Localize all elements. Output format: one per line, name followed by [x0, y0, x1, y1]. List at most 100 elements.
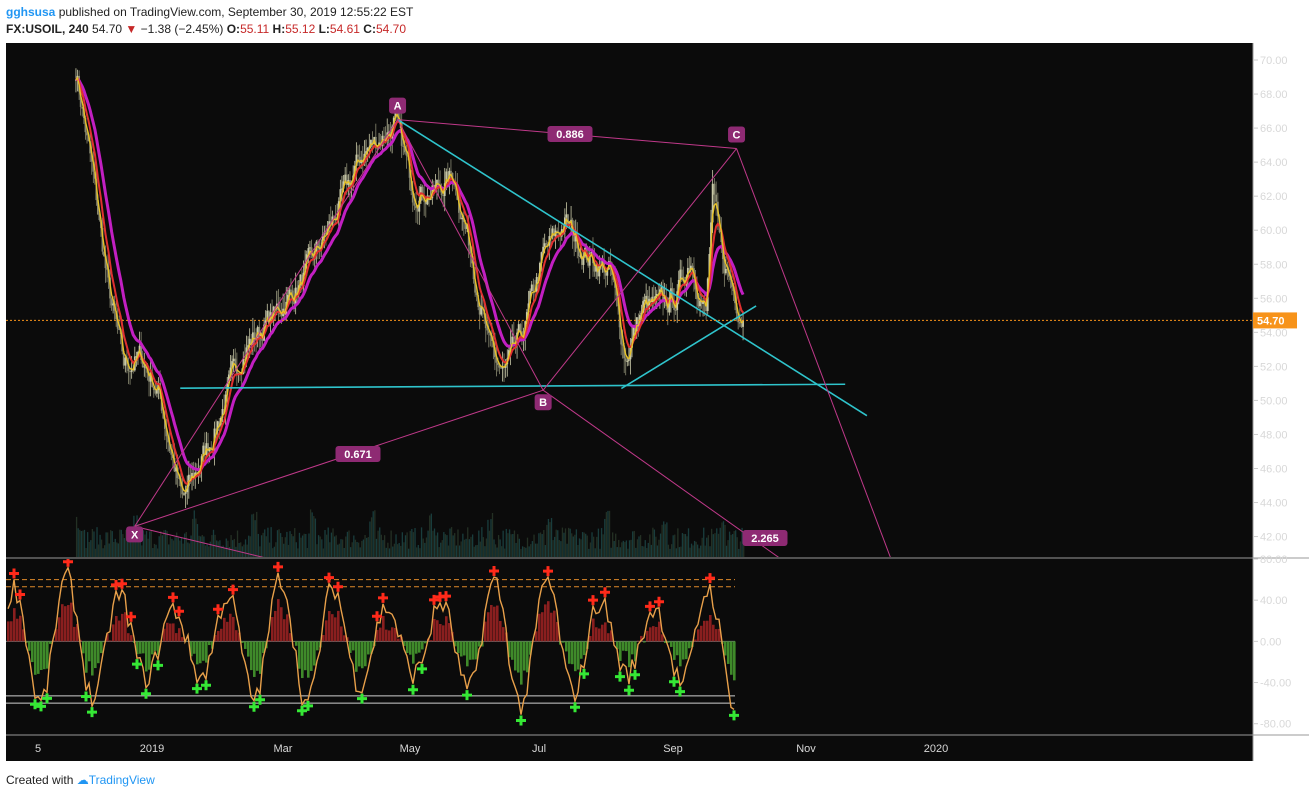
candle-body — [84, 118, 87, 133]
volume-bar — [497, 535, 500, 557]
volume-bar — [406, 532, 408, 557]
volume-bar — [374, 510, 376, 557]
volume-bar — [75, 516, 78, 557]
volume-bar — [518, 538, 520, 557]
low-value: 54.61 — [329, 22, 360, 36]
price-tick-label: 54.00 — [1260, 327, 1288, 339]
osc-histogram-bar — [679, 641, 682, 667]
volume-bar — [294, 528, 296, 557]
candle-body — [519, 324, 522, 332]
osc-histogram-bar — [295, 641, 298, 646]
volume-bar — [664, 524, 666, 557]
candle-body — [475, 292, 478, 296]
candle-body — [637, 317, 640, 326]
volume-bar — [735, 530, 737, 557]
volume-bar — [452, 535, 454, 557]
volume-bar — [107, 532, 109, 557]
fib-ratio-label-bg — [335, 446, 381, 462]
candle-body — [229, 367, 232, 375]
volume-bar — [388, 548, 391, 557]
time-tick-label: 2019 — [140, 743, 164, 755]
volume-bar — [79, 529, 81, 557]
volume-bar — [158, 536, 160, 557]
candle-body — [458, 199, 460, 213]
osc-histogram-bar — [67, 605, 70, 642]
candle-body — [234, 358, 237, 367]
volume-bar — [166, 531, 168, 557]
volume-bar — [224, 547, 226, 557]
volume-bar — [206, 544, 208, 557]
volume-bar — [502, 530, 504, 557]
candle-body — [183, 493, 185, 495]
volume-bar — [454, 533, 456, 557]
volume-bar — [422, 538, 424, 557]
volume-bar — [335, 535, 337, 557]
ohlc-legend: FX:USOIL, 240 54.70 ▼ −1.38 (−2.45%) O:5… — [6, 22, 406, 36]
volume-bar — [319, 536, 321, 557]
volume-bar — [741, 527, 743, 557]
volume-bar — [539, 532, 542, 557]
volume-bar — [366, 537, 368, 557]
sell-signal-marker — [168, 592, 178, 603]
volume-bar — [630, 539, 632, 557]
candle-body — [649, 298, 652, 303]
sell-signal-marker — [273, 561, 283, 572]
candle-body — [394, 109, 397, 118]
osc-histogram-bar — [676, 641, 679, 656]
volume-bar — [193, 510, 195, 557]
candle-body — [671, 288, 674, 303]
candle-body — [207, 443, 209, 452]
candle-body — [573, 235, 576, 242]
osc-tick-label: -80.00 — [1260, 719, 1291, 731]
candle-body — [620, 327, 623, 345]
osc-histogram-bar — [397, 638, 400, 642]
tradingview-link[interactable]: TradingView — [88, 773, 155, 787]
harmonic-point-a: A — [394, 101, 402, 113]
volume-bar — [252, 513, 255, 557]
candle-body — [480, 307, 483, 315]
volume-bar — [547, 518, 550, 557]
volume-bar — [361, 540, 363, 557]
osc-histogram-bar — [82, 641, 85, 654]
osc-histogram-bar — [145, 641, 148, 672]
osc-histogram-bar — [607, 633, 610, 642]
volume-bar — [182, 543, 184, 557]
candle-body — [595, 265, 598, 272]
volume-bar — [425, 537, 428, 557]
harmonic-point-x: X — [131, 529, 139, 541]
volume-bar — [300, 537, 302, 557]
volume-bar — [248, 535, 250, 557]
volume-bar — [212, 529, 215, 557]
author-link[interactable]: gghsusa — [6, 5, 56, 19]
candle-body — [623, 345, 626, 359]
open-value: 55.11 — [240, 22, 270, 36]
volume-bar — [624, 542, 626, 557]
osc-histogram-bar — [85, 641, 88, 673]
volume-bar — [455, 545, 457, 557]
candle-body — [366, 148, 369, 152]
osc-histogram-bar — [241, 641, 244, 643]
volume-bar — [411, 528, 413, 557]
harmonic-point-x-bg — [126, 526, 144, 543]
osc-histogram-bar — [388, 630, 391, 642]
osc-histogram-bar — [34, 641, 37, 675]
volume-bar — [99, 534, 101, 557]
osc-histogram-bar — [571, 641, 574, 665]
candle-body — [141, 359, 144, 368]
volume-bar — [270, 527, 272, 557]
volume-bar — [628, 540, 631, 557]
volume-bar — [505, 528, 507, 557]
volume-bar — [284, 537, 286, 557]
volume-bar — [392, 546, 394, 557]
volume-bar — [272, 548, 274, 557]
candle-body — [90, 153, 93, 162]
volume-bar — [390, 530, 392, 557]
osc-histogram-bar — [280, 607, 283, 642]
volume-bar — [155, 544, 157, 557]
osc-histogram-bar — [352, 641, 355, 651]
volume-bar — [283, 543, 285, 557]
chart-canvas[interactable]: X A B C 0.671 0.886 2.265 70.00 68.00 66.00 64.00… — [0, 38, 1309, 768]
osc-histogram-bar — [91, 641, 94, 676]
candle-body — [221, 408, 224, 418]
candle-body — [500, 367, 502, 369]
